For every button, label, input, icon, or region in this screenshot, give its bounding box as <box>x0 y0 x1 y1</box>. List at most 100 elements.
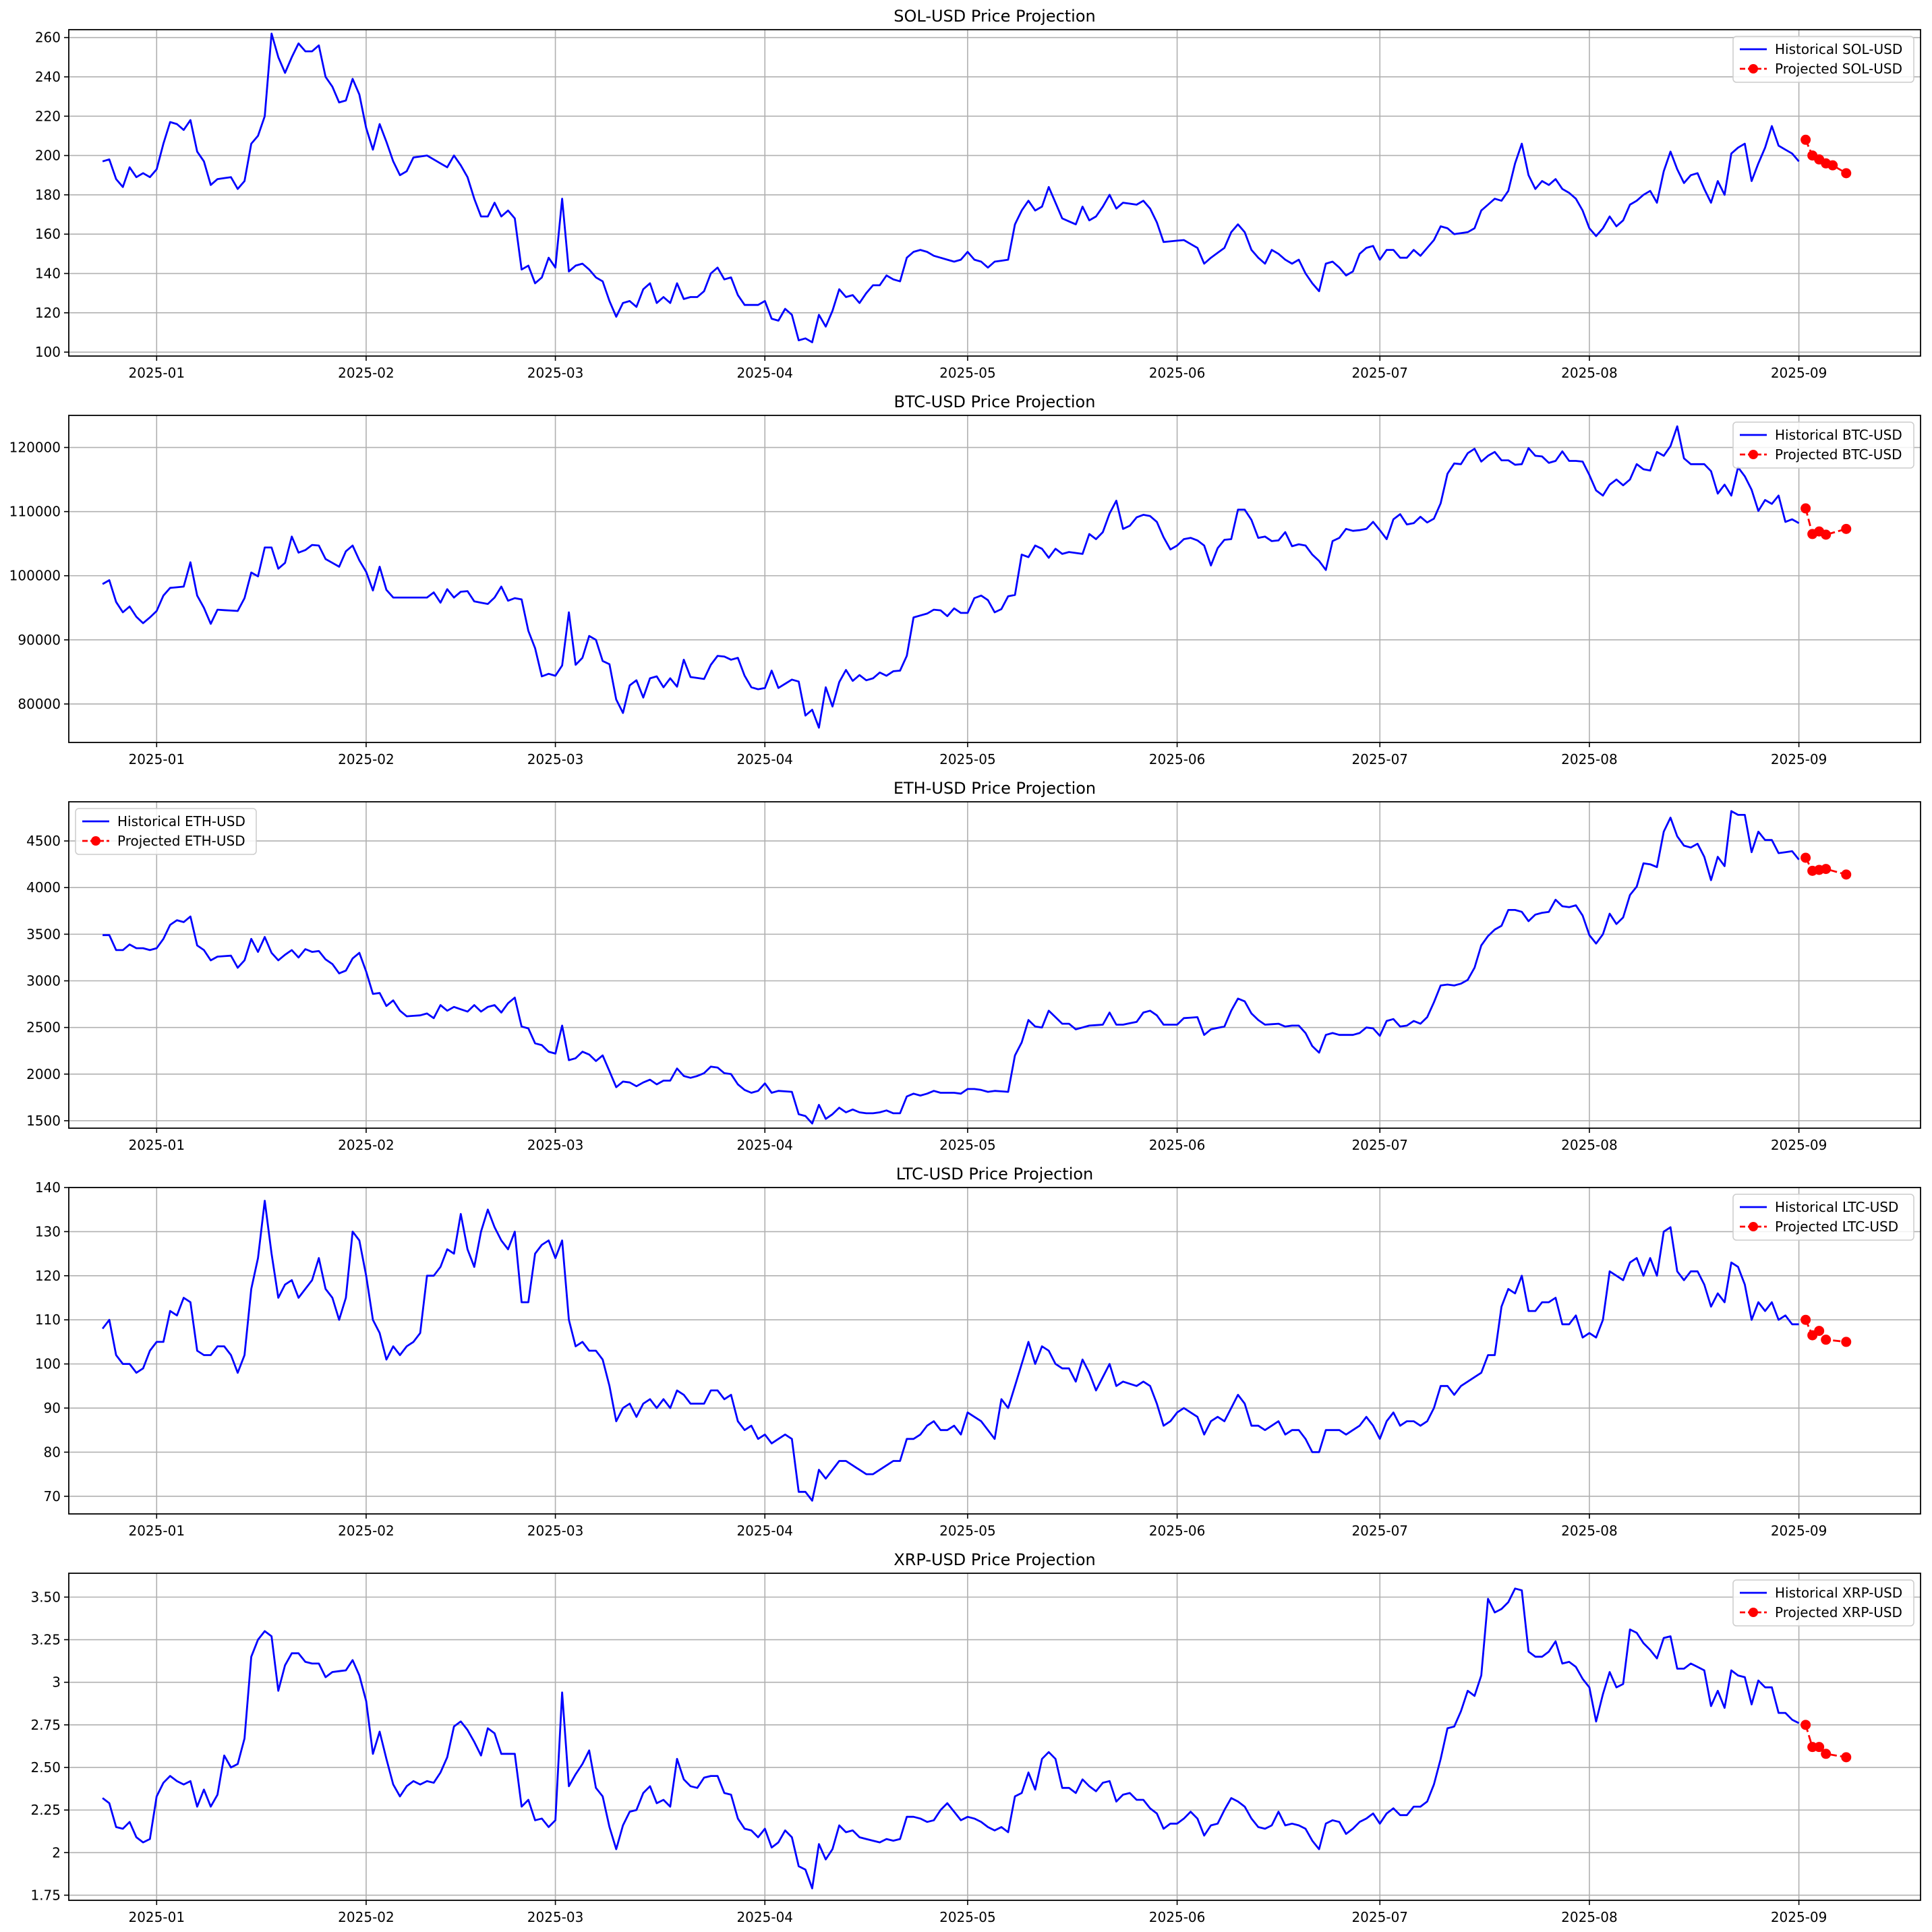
axes-frame <box>68 801 1921 1129</box>
y-tick-label: 100 <box>35 1356 61 1372</box>
projected-point <box>1841 869 1852 880</box>
legend-projected-marker <box>91 836 100 846</box>
chart-title: SOL-USD Price Projection <box>894 7 1096 26</box>
x-tick-label: 2025-07 <box>1351 1909 1408 1925</box>
projected-point <box>1841 523 1852 534</box>
axes-frame <box>68 1187 1921 1515</box>
y-tick-label: 2000 <box>26 1066 61 1082</box>
y-tick-label: 110000 <box>9 504 61 520</box>
legend-projected-marker <box>1749 1222 1758 1231</box>
x-tick-label: 2025-07 <box>1351 751 1408 767</box>
y-tick-label: 200 <box>35 148 61 164</box>
x-tick-label: 2025-09 <box>1771 1909 1827 1925</box>
axes-frame <box>68 1573 1921 1901</box>
x-tick-label: 2025-05 <box>939 1137 996 1153</box>
x-tick-label: 2025-08 <box>1561 1523 1618 1539</box>
y-tick-label: 220 <box>35 108 61 124</box>
x-tick-label: 2025-07 <box>1351 365 1408 381</box>
x-tick-label: 2025-04 <box>736 1909 793 1925</box>
x-tick-label: 2025-03 <box>527 1137 584 1153</box>
chart-panel-3: ETH-USD Price Projection 2025-01 2025-02 20… <box>26 779 1921 1153</box>
legend-projected-label: Projected XRP-USD <box>1775 1604 1902 1620</box>
x-tick-label: 2025-02 <box>338 751 394 767</box>
legend-box <box>75 808 257 855</box>
projected-point <box>1821 864 1832 875</box>
x-tick-label: 2025-08 <box>1561 1909 1618 1925</box>
projected-point <box>1821 1335 1832 1345</box>
y-tick-label: 120 <box>35 1268 61 1284</box>
x-tick-label: 2025-05 <box>939 365 996 381</box>
historical-series-line <box>102 1587 1800 1890</box>
x-tick-label: 2025-08 <box>1561 1137 1618 1153</box>
y-tick-label: 1.75 <box>30 1887 61 1903</box>
y-tick-label: 80000 <box>18 696 61 712</box>
projected-point <box>1801 852 1811 863</box>
y-tick-label: 140 <box>35 1179 61 1196</box>
historical-series-line <box>101 1200 1799 1502</box>
y-tick-label: 2500 <box>26 1020 61 1036</box>
legend-projected-label: Projected SOL-USD <box>1775 61 1902 77</box>
x-tick-label: 2025-01 <box>128 1909 185 1925</box>
x-tick-label: 2025-04 <box>736 365 793 381</box>
y-tick-label: 3.25 <box>30 1632 61 1648</box>
projected-point <box>1801 134 1811 145</box>
y-tick-label: 90 <box>44 1400 61 1416</box>
historical-series-line <box>103 810 1800 1125</box>
chart-panel-5: XRP-USD Price Projection 2025-01 2025-02 20… <box>30 1550 1921 1925</box>
y-tick-label: 140 <box>35 266 61 282</box>
x-tick-label: 2025-04 <box>736 1523 793 1539</box>
chart-title: XRP-USD Price Projection <box>894 1550 1095 1569</box>
projected-point <box>1841 168 1852 179</box>
x-tick-label: 2025-06 <box>1149 1909 1206 1925</box>
legend: Historical BTC-USD Projected BTC-USD <box>1732 421 1914 469</box>
x-tick-label: 2025-02 <box>338 365 394 381</box>
y-tick-label: 2 <box>52 1844 61 1861</box>
x-tick-label: 2025-07 <box>1351 1523 1408 1539</box>
chart-title: ETH-USD Price Projection <box>894 779 1096 798</box>
y-tick-label: 110 <box>35 1312 61 1328</box>
chart-title: BTC-USD Price Projection <box>894 392 1096 411</box>
legend: Historical ETH-USD Projected ETH-USD <box>75 808 257 855</box>
legend-box <box>1732 1579 1914 1627</box>
y-tick-label: 100000 <box>9 568 61 584</box>
x-tick-label: 2025-05 <box>939 751 996 767</box>
x-tick-label: 2025-01 <box>128 365 185 381</box>
x-tick-label: 2025-08 <box>1561 751 1618 767</box>
legend-box <box>1732 421 1914 469</box>
x-tick-label: 2025-05 <box>939 1909 996 1925</box>
y-tick-label: 120 <box>35 305 61 321</box>
legend-projected-marker <box>1749 64 1758 74</box>
x-tick-label: 2025-02 <box>338 1523 394 1539</box>
y-tick-label: 80 <box>44 1444 61 1460</box>
legend-box <box>1732 1194 1914 1241</box>
chart-panels: SOL-USD Price Projection 2025-01 2025-02 20… <box>9 7 1921 1925</box>
x-tick-label: 2025-09 <box>1771 1137 1827 1153</box>
chart-panel-2: BTC-USD Price Projection 2025-01 2025-02 20… <box>9 392 1921 767</box>
legend-projected-label: Projected ETH-USD <box>117 833 245 849</box>
projected-point <box>1801 503 1811 514</box>
y-tick-label: 2.50 <box>30 1759 61 1776</box>
x-tick-label: 2025-06 <box>1149 751 1206 767</box>
legend-projected-marker <box>1749 450 1758 459</box>
legend: Historical XRP-USD Projected XRP-USD <box>1732 1579 1914 1627</box>
legend: Historical SOL-USD Projected SOL-USD <box>1732 36 1914 83</box>
x-tick-label: 2025-01 <box>128 1523 185 1539</box>
x-tick-label: 2025-03 <box>527 751 584 767</box>
x-tick-label: 2025-09 <box>1771 751 1827 767</box>
y-tick-label: 2.25 <box>30 1802 61 1818</box>
x-tick-label: 2025-06 <box>1149 1137 1206 1153</box>
y-tick-label: 3 <box>52 1674 61 1691</box>
x-tick-label: 2025-02 <box>338 1137 394 1153</box>
y-tick-label: 240 <box>35 69 61 85</box>
x-tick-label: 2025-04 <box>736 751 793 767</box>
y-tick-label: 180 <box>35 187 61 203</box>
axes-frame <box>68 29 1921 357</box>
projected-point <box>1841 1752 1852 1763</box>
projected-point <box>1821 529 1832 540</box>
x-tick-label: 2025-06 <box>1149 1523 1206 1539</box>
projected-series-line <box>1805 1724 1847 1759</box>
y-tick-label: 130 <box>35 1223 61 1239</box>
x-tick-label: 2025-01 <box>128 751 185 767</box>
